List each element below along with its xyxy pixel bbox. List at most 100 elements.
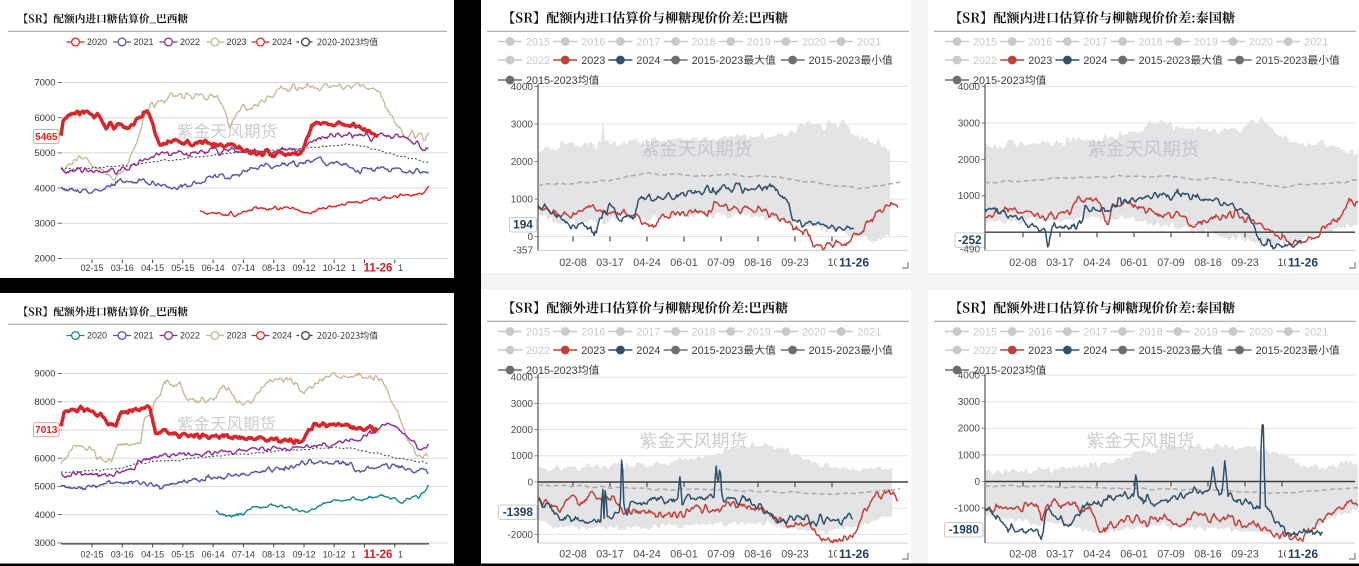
- svg-text:3000: 3000: [34, 538, 55, 549]
- svg-text:2024: 2024: [1083, 55, 1107, 67]
- svg-text:-490: -490: [960, 245, 980, 256]
- svg-text:-2000: -2000: [507, 530, 533, 541]
- svg-text:1: 1: [398, 550, 403, 560]
- svg-text:07-09: 07-09: [1157, 257, 1185, 269]
- svg-text:5000: 5000: [34, 482, 55, 493]
- svg-text:08-13: 08-13: [262, 263, 285, 273]
- svg-text:04-24: 04-24: [633, 549, 661, 561]
- svg-text:11-26: 11-26: [839, 256, 869, 270]
- svg-text:2022: 2022: [180, 331, 200, 341]
- svg-text:3000: 3000: [958, 118, 981, 129]
- svg-text:11-26: 11-26: [1288, 547, 1318, 561]
- svg-text:2015-2023: 2015-2023: [692, 55, 744, 67]
- svg-text:2017: 2017: [636, 326, 660, 338]
- svg-text:2024: 2024: [272, 37, 292, 47]
- svg-text:2015-2023: 2015-2023: [973, 75, 1025, 87]
- svg-text:2015: 2015: [526, 36, 550, 48]
- svg-text:02-08: 02-08: [559, 257, 587, 269]
- svg-text:2020: 2020: [802, 326, 826, 338]
- svg-text:2023: 2023: [581, 55, 605, 67]
- svg-text:2015: 2015: [526, 326, 550, 338]
- svg-text:06-14: 06-14: [202, 263, 225, 273]
- svg-text:-252: -252: [958, 233, 982, 247]
- svg-text:0: 0: [527, 232, 533, 243]
- svg-text:3000: 3000: [34, 219, 55, 230]
- svg-text:2019: 2019: [1194, 326, 1218, 338]
- svg-text:2015-2023: 2015-2023: [1139, 345, 1191, 357]
- svg-text:2016: 2016: [581, 36, 605, 48]
- svg-text:04-15: 04-15: [141, 550, 164, 560]
- svg-text:07-14: 07-14: [232, 263, 255, 273]
- svg-text:4000: 4000: [958, 82, 981, 93]
- svg-text:11-26: 11-26: [364, 549, 393, 561]
- svg-text:2020: 2020: [87, 37, 107, 47]
- svg-text:2015: 2015: [973, 326, 997, 338]
- svg-text:03-17: 03-17: [596, 257, 624, 269]
- svg-text:2015-2023: 2015-2023: [526, 365, 578, 377]
- svg-text:-357: -357: [513, 246, 533, 257]
- svg-text:2019: 2019: [1194, 36, 1218, 48]
- svg-text:04-24: 04-24: [1083, 549, 1111, 561]
- svg-text:2023: 2023: [227, 37, 247, 47]
- svg-text:2020: 2020: [1249, 36, 1273, 48]
- svg-text:7000: 7000: [34, 78, 55, 89]
- svg-text:2022: 2022: [180, 37, 200, 47]
- svg-text:1000: 1000: [958, 191, 981, 202]
- svg-text:2023: 2023: [1028, 55, 1052, 67]
- svg-text:09-23: 09-23: [781, 257, 809, 269]
- svg-text:8000: 8000: [34, 397, 55, 408]
- svg-text:2024: 2024: [636, 345, 660, 357]
- svg-text:09-23: 09-23: [781, 549, 809, 561]
- svg-text:4000: 4000: [511, 373, 534, 384]
- svg-text:4000: 4000: [34, 183, 55, 194]
- svg-text:08-16: 08-16: [744, 549, 772, 561]
- svg-text:09-23: 09-23: [1231, 257, 1259, 269]
- svg-text:2016: 2016: [581, 326, 605, 338]
- svg-text:06-01: 06-01: [1120, 257, 1148, 269]
- svg-text:06-01: 06-01: [1120, 549, 1148, 561]
- svg-text:03-16: 03-16: [111, 550, 134, 560]
- svg-text:3000: 3000: [511, 119, 534, 130]
- svg-text:09-12: 09-12: [292, 550, 315, 560]
- svg-text:2018: 2018: [692, 36, 716, 48]
- svg-text:1000: 1000: [511, 451, 534, 462]
- svg-text:9000: 9000: [34, 369, 55, 380]
- svg-text:2000: 2000: [958, 155, 981, 166]
- svg-text:07-09: 07-09: [707, 549, 735, 561]
- svg-text:02-08: 02-08: [1009, 257, 1037, 269]
- svg-text:03-17: 03-17: [1046, 549, 1074, 561]
- svg-text:2018: 2018: [1139, 36, 1163, 48]
- svg-text:2018: 2018: [692, 326, 716, 338]
- svg-text:1000: 1000: [958, 450, 981, 461]
- svg-text:05-15: 05-15: [171, 550, 194, 560]
- svg-text:4000: 4000: [511, 82, 534, 93]
- svg-text:5000: 5000: [34, 148, 55, 159]
- svg-text:04-15: 04-15: [141, 263, 164, 273]
- svg-text:2021: 2021: [1304, 326, 1328, 338]
- svg-text:08-16: 08-16: [1194, 549, 1222, 561]
- svg-text:3000: 3000: [511, 399, 534, 410]
- svg-text:11-26: 11-26: [364, 263, 393, 275]
- svg-text:06-14: 06-14: [202, 550, 225, 560]
- svg-text:2015-2023: 2015-2023: [692, 345, 744, 357]
- svg-text:2016: 2016: [1028, 326, 1052, 338]
- svg-text:05-15: 05-15: [171, 263, 194, 273]
- svg-text:04-24: 04-24: [1083, 257, 1111, 269]
- svg-text:2020: 2020: [802, 36, 826, 48]
- svg-text:6000: 6000: [34, 453, 55, 464]
- svg-text:4000: 4000: [958, 371, 981, 382]
- svg-text:07-09: 07-09: [707, 257, 735, 269]
- svg-text:1: 1: [351, 263, 356, 273]
- svg-text:0: 0: [527, 477, 533, 488]
- svg-text:1000: 1000: [511, 194, 534, 205]
- svg-text:2000: 2000: [34, 254, 55, 265]
- svg-text:08-13: 08-13: [262, 550, 285, 560]
- svg-text:-1398: -1398: [503, 505, 534, 519]
- svg-text:0: 0: [974, 477, 980, 488]
- svg-text:09-23: 09-23: [1231, 549, 1259, 561]
- svg-text:02-08: 02-08: [1009, 549, 1037, 561]
- svg-text:11-26: 11-26: [839, 547, 869, 561]
- svg-text:2015-2023: 2015-2023: [1256, 55, 1308, 67]
- svg-text:2019: 2019: [747, 36, 771, 48]
- svg-text:03-16: 03-16: [111, 263, 134, 273]
